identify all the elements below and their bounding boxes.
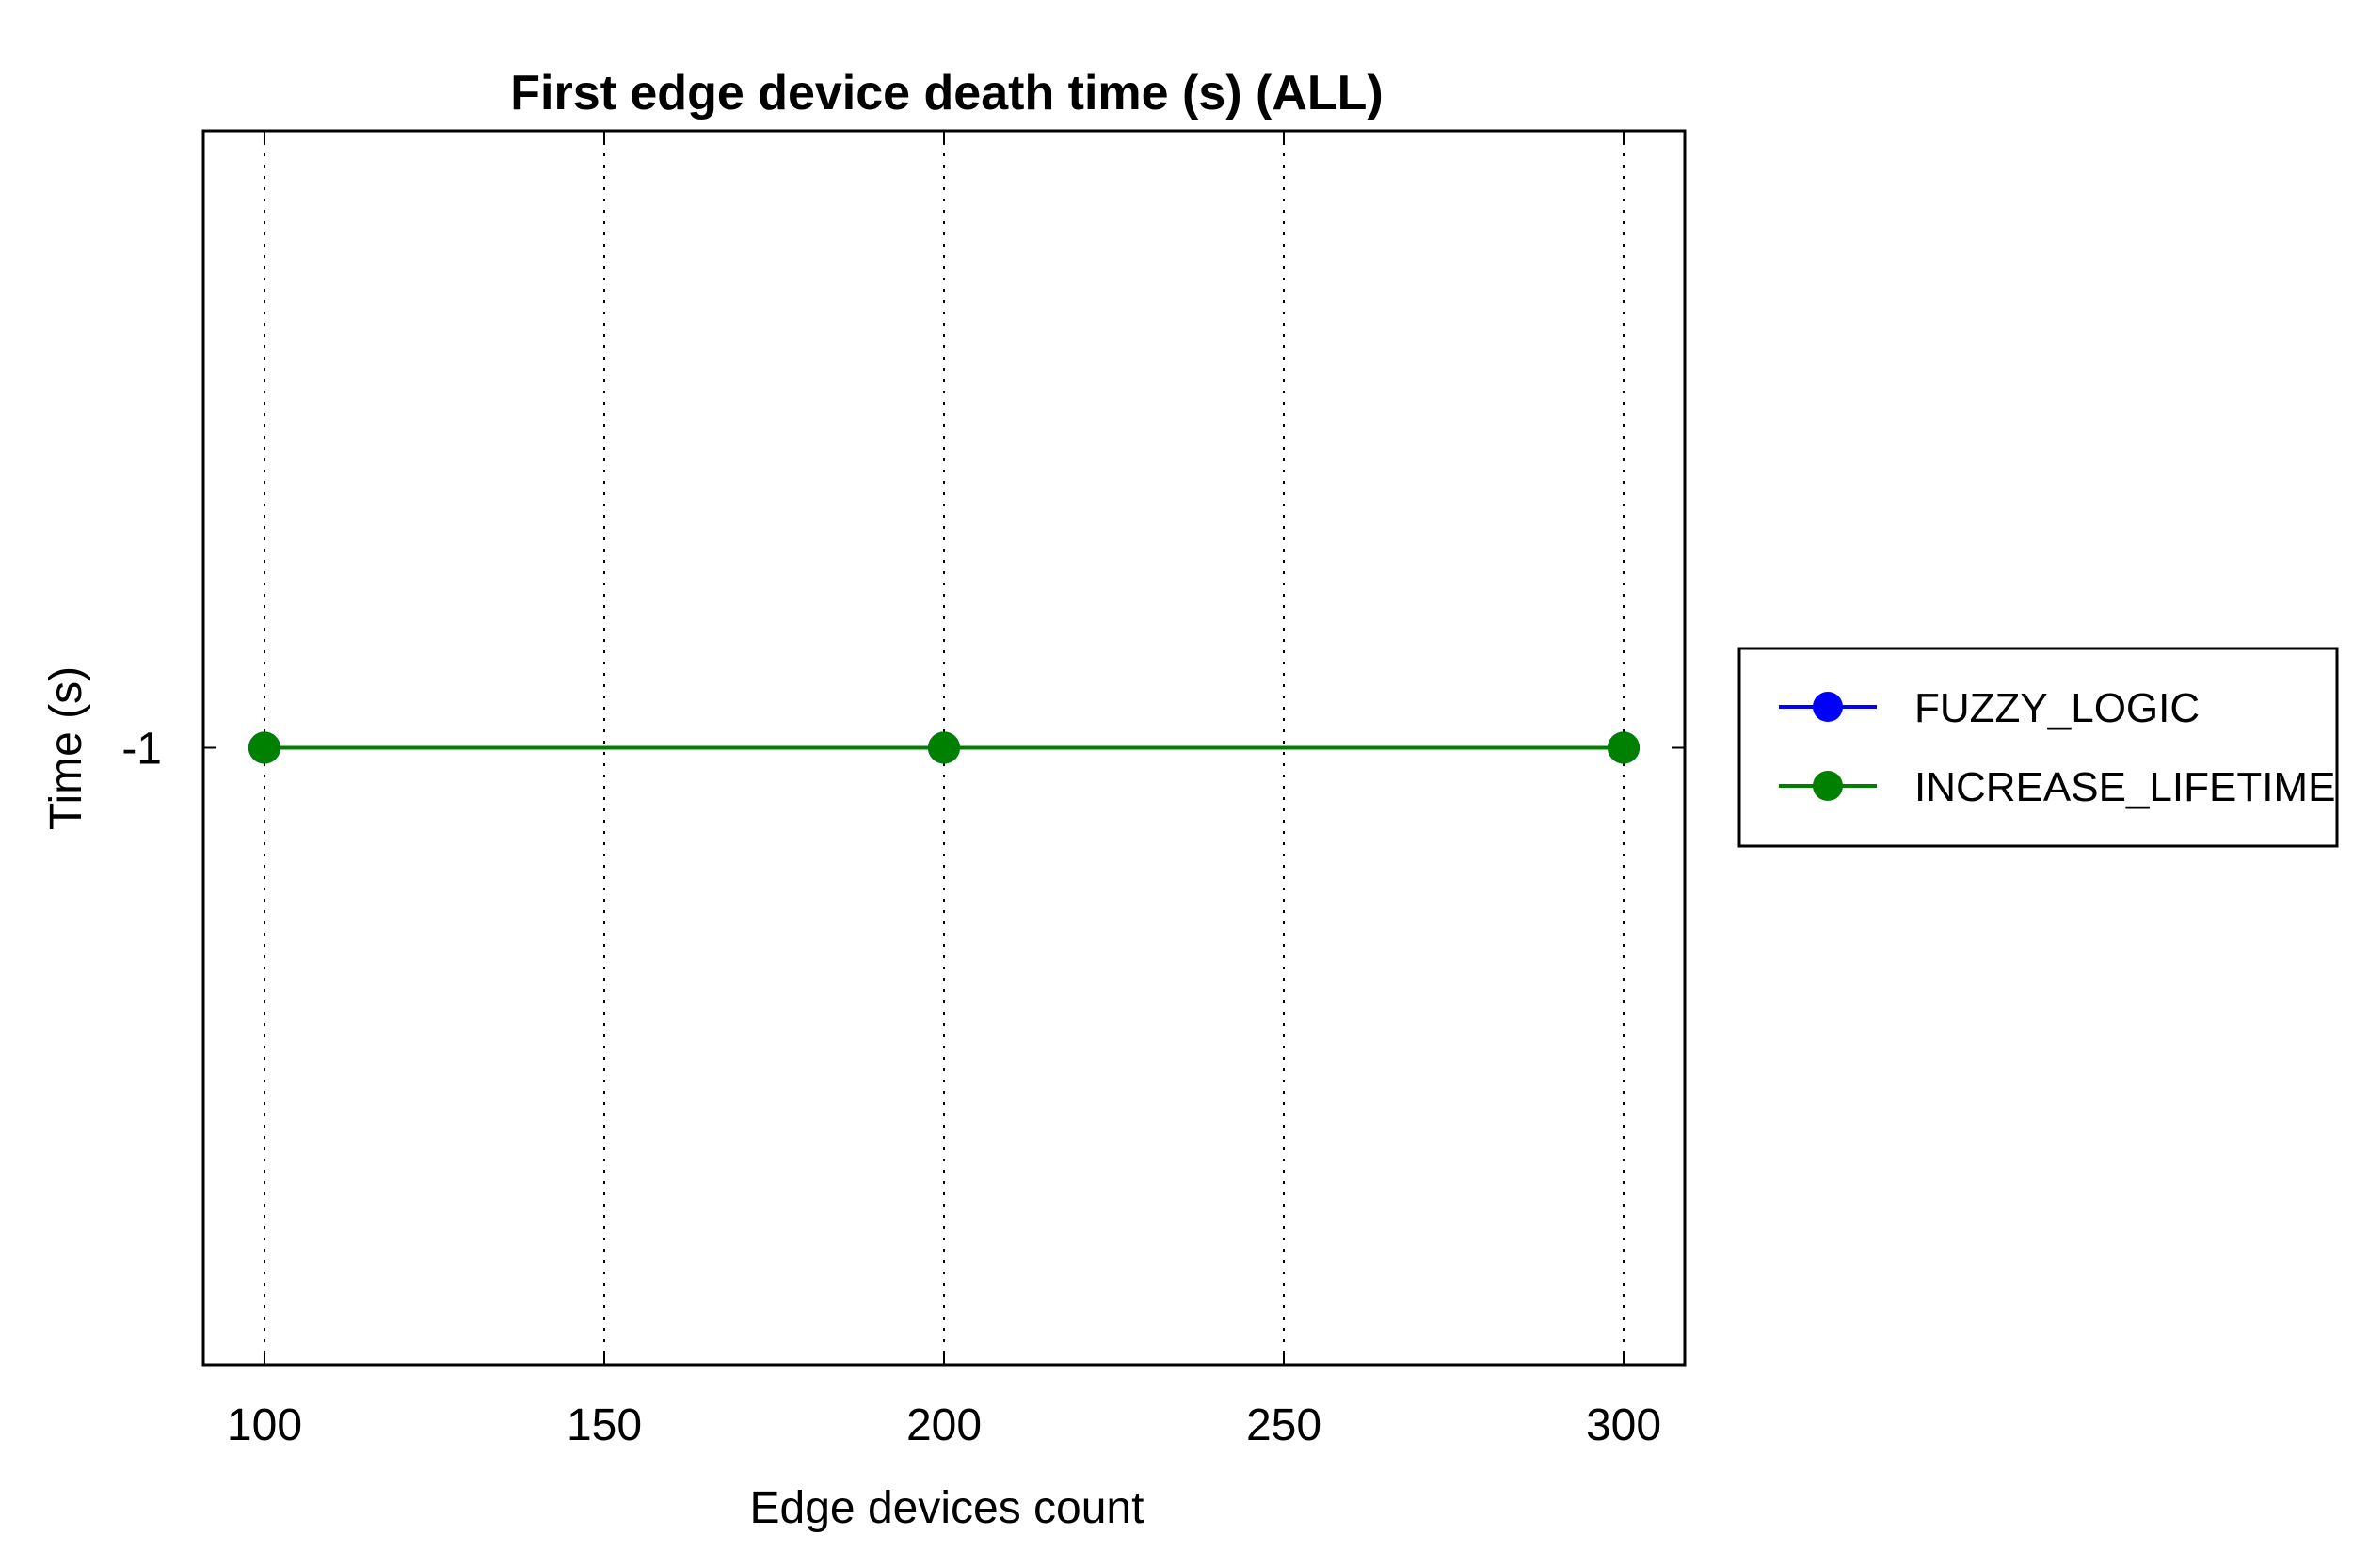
x-tick-label: 250: [1246, 1400, 1321, 1450]
plot-area-frame: [201, 129, 1687, 1367]
chart-title: First edge device death time (s) (ALL): [510, 66, 1384, 120]
series-layer: [248, 731, 1641, 764]
axis-ticks: [203, 131, 1685, 1365]
legend-marker-increase-lifetime: [1813, 771, 1843, 801]
legend: FUZZY_LOGIC INCREASE_LIFETIME: [1737, 647, 2339, 848]
x-axis-label: Edge devices count: [750, 1483, 1144, 1533]
tick-labels: 100 150 200 250 300 -1: [121, 725, 1661, 1451]
data-point-increase-lifetime: [1608, 731, 1641, 764]
legend-marker-fuzzy-logic: [1813, 692, 1843, 722]
x-tick-label: 150: [567, 1400, 642, 1450]
y-axis-label: Time (s): [41, 666, 91, 830]
x-tick-label: 200: [906, 1400, 982, 1450]
data-point-increase-lifetime: [248, 731, 280, 764]
grid-lines: [263, 131, 1625, 1365]
legend-box: [1737, 647, 2339, 848]
x-tick-label: 100: [227, 1400, 302, 1450]
data-point-increase-lifetime: [928, 731, 960, 764]
legend-label-increase-lifetime: INCREASE_LIFETIME: [1914, 764, 2335, 810]
legend-label-fuzzy-logic: FUZZY_LOGIC: [1914, 685, 2200, 731]
x-tick-label: 300: [1586, 1400, 1661, 1450]
y-tick-label: -1: [121, 725, 162, 775]
